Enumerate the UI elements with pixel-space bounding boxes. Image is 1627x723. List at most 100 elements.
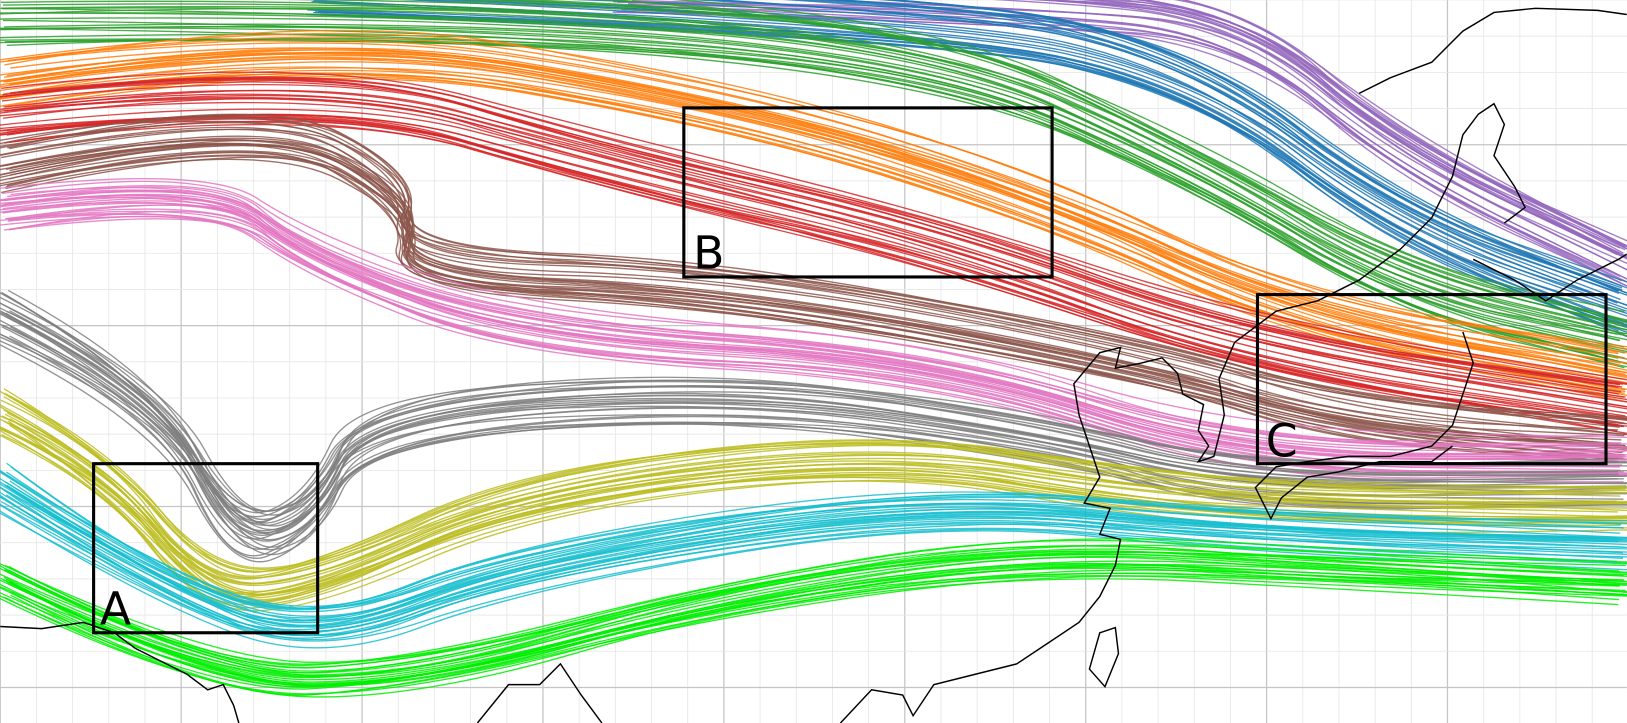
trajectory (0, 155, 1626, 461)
coastline (0, 621, 240, 723)
trajectory (6, 555, 1627, 683)
trajectory (8, 113, 1627, 427)
trajectory (0, 114, 1625, 428)
trajectory (829, 0, 1627, 289)
trajectory (0, 17, 1627, 341)
trajectory (4, 53, 1626, 375)
trajectory (2, 7, 1627, 331)
region-box (682, 106, 1054, 279)
trajectory (9, 418, 1621, 596)
trajectory (9, 326, 1627, 550)
trajectory (628, 4, 1627, 283)
regions: A B C (92, 106, 1608, 635)
trajectory (1077, 0, 1626, 248)
trajectory (0, 143, 1627, 448)
trajectory (5, 471, 1627, 611)
trajectory (5, 158, 1617, 458)
trajectory (492, 0, 1625, 313)
trajectory (0, 58, 1627, 384)
trajectory (0, 215, 1624, 473)
coastline (1254, 331, 1474, 521)
trajectory (311, 0, 1627, 317)
trajectory (6, 494, 1623, 633)
trajectory (436, 0, 1619, 324)
trajectory (0, 486, 1627, 622)
trajectory (1027, 0, 1627, 259)
trajectory (685, 0, 1627, 296)
coastline (476, 662, 603, 723)
trajectory (9, 396, 1626, 570)
trajectory (9, 480, 1619, 628)
trajectory (0, 471, 1624, 608)
trajectory (791, 0, 1619, 292)
coastline (1088, 626, 1120, 689)
trajectories (0, 0, 1627, 698)
coastlines (0, 7, 1627, 723)
trajectory (670, 0, 1627, 323)
trajectory (6, 49, 1627, 371)
trajectory (782, 0, 1627, 294)
trajectory (2, 97, 1627, 403)
trajectory (3, 396, 1627, 577)
trajectory (0, 101, 1627, 414)
trajectory (9, 121, 1627, 425)
trajectory (1, 415, 1625, 585)
trajectory (5, 208, 1627, 465)
trajectory (2, 202, 1627, 460)
trajectory (0, 569, 1627, 688)
trajectory (0, 66, 1627, 390)
trajectory (4, 194, 1623, 458)
trajectory (5, 538, 1627, 667)
trajectory (834, 0, 1623, 289)
trajectory (569, 0, 1618, 304)
trajectory (0, 212, 1619, 475)
trajectory (0, 81, 1620, 386)
trajectory (8, 36, 1627, 350)
trajectory (0, 143, 1620, 447)
trajectory (3, 190, 1618, 455)
trajectory (1138, 0, 1627, 248)
trajectory (4, 484, 1618, 622)
trajectory (0, 154, 1618, 463)
trajectory (0, 114, 1625, 424)
trajectory (0, 6, 1625, 335)
trajectory (0, 7, 1627, 335)
trajectory (0, 333, 1627, 559)
trajectory (2, 196, 1625, 456)
trajectory (3, 89, 1627, 401)
trajectory (3, 23, 1625, 354)
trajectory (0, 94, 1626, 398)
trajectory (1039, 0, 1617, 255)
region-box (1255, 293, 1608, 466)
trajectory (0, 116, 1620, 428)
trajectory (0, 512, 1627, 642)
trajectory (315, 11, 1627, 333)
trajectory (0, 323, 1627, 536)
trajectory (0, 77, 1627, 386)
trajectory (0, 126, 1627, 436)
trajectory (6, 151, 1619, 463)
trajectory (10, 76, 1627, 385)
trajectory (882, 0, 1627, 283)
trajectory (10, 137, 1625, 437)
trajectory (7, 204, 1623, 468)
trajectory (0, 177, 1627, 439)
trajectory (0, 115, 1618, 427)
trajectory (0, 194, 1627, 461)
trajectory (0, 496, 1627, 641)
trajectory (9, 395, 1627, 569)
trajectory (992, 0, 1620, 254)
trajectory (0, 292, 1627, 516)
trajectory (0, 572, 1626, 695)
trajectory (10, 575, 1620, 696)
trajectory (593, 0, 1627, 322)
trajectory (0, 32, 1619, 354)
trajectory (4, 550, 1627, 674)
trajectory (8, 487, 1627, 628)
trajectory (0, 470, 1625, 613)
trajectory (0, 52, 1621, 373)
trajectory (6, 113, 1627, 420)
region-label: C (1266, 414, 1298, 467)
